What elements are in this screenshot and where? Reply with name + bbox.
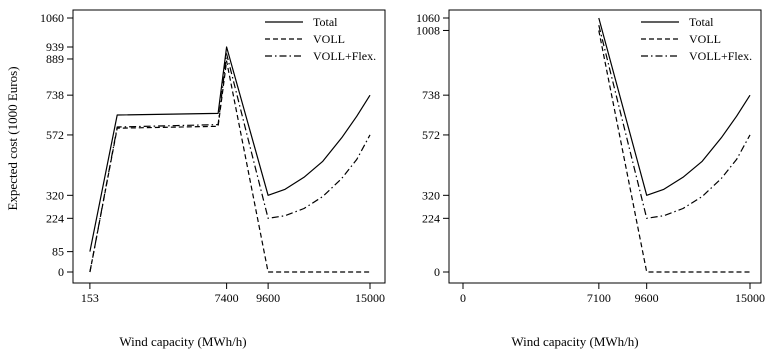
y-tick-label: 939 [46, 40, 64, 54]
series-line-voll [89, 60, 370, 273]
x-tick-label: 15000 [735, 291, 765, 305]
y-tick-label: 224 [46, 211, 64, 225]
y-axis-label: Expected cost (1000 Euros) [5, 66, 20, 210]
x-tick-label: 15000 [355, 291, 385, 305]
x-tick-label: 9600 [256, 291, 280, 305]
series-line-total [598, 17, 751, 196]
y-tick-label: 0 [434, 265, 440, 279]
y-tick-label: 572 [46, 128, 64, 142]
y-tick-label: 0 [58, 265, 64, 279]
series-line-voll-flex [89, 53, 371, 273]
x-tick-label: 9600 [635, 291, 659, 305]
x-tick-label: 153 [81, 291, 99, 305]
x-tick-label: 7100 [587, 291, 611, 305]
legend-entry: Total [313, 15, 338, 29]
legend-entry: Total [689, 15, 714, 29]
x-tick-label: 7400 [215, 291, 239, 305]
y-tick-label: 889 [46, 52, 64, 66]
legend-entry: VOLL+Flex. [689, 49, 752, 63]
plot-frame [72, 9, 386, 284]
y-tick-label: 320 [422, 188, 440, 202]
series-line-voll [598, 30, 750, 273]
series-line-total [89, 46, 371, 252]
legend-entry: VOLL+Flex. [313, 49, 376, 63]
y-tick-label: 738 [46, 88, 64, 102]
legend-entry: VOLL [313, 32, 345, 46]
y-tick-label: 1008 [416, 23, 440, 37]
legend-entry: VOLL [689, 32, 721, 46]
y-tick-label: 1060 [40, 11, 64, 25]
y-tick-label: 738 [422, 88, 440, 102]
y-tick-label: 224 [422, 211, 440, 225]
series-line-voll-flex [598, 25, 751, 219]
y-tick-label: 572 [422, 128, 440, 142]
x-axis-label: Wind capacity (MWh/h) [119, 334, 246, 349]
x-tick-label: 0 [460, 291, 466, 305]
plot-frame [448, 9, 762, 284]
y-tick-label: 320 [46, 188, 64, 202]
y-tick-label: 85 [52, 245, 64, 259]
y-tick-label: 1060 [416, 11, 440, 25]
x-axis-label: Wind capacity (MWh/h) [511, 334, 638, 349]
